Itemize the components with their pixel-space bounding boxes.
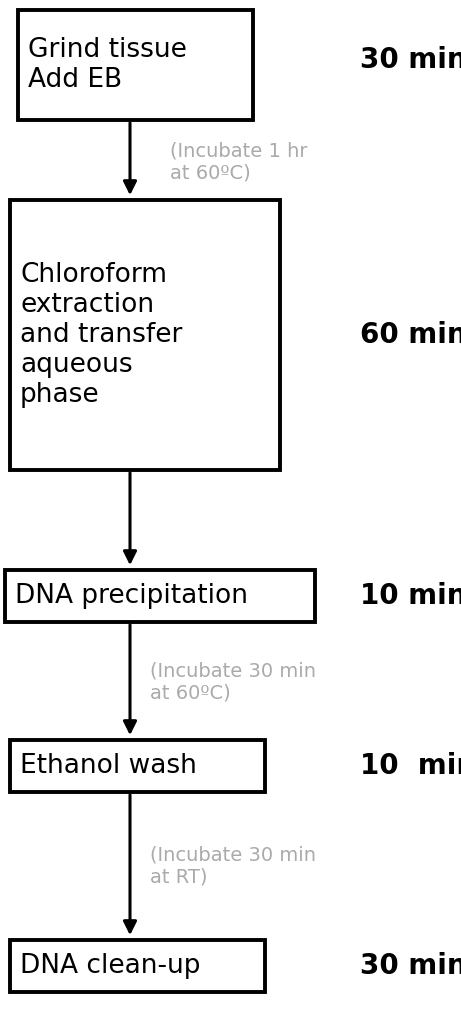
Text: (Incubate 30 min
at 60ºC): (Incubate 30 min at 60ºC) bbox=[150, 662, 316, 702]
Text: 30 min: 30 min bbox=[360, 46, 461, 74]
Text: Ethanol wash: Ethanol wash bbox=[20, 753, 197, 779]
Text: 10 min: 10 min bbox=[360, 582, 461, 610]
Text: 30 min: 30 min bbox=[360, 952, 461, 980]
Text: (Incubate 30 min
at RT): (Incubate 30 min at RT) bbox=[150, 846, 316, 887]
Text: Chloroform
extraction
and transfer
aqueous
phase: Chloroform extraction and transfer aqueo… bbox=[20, 262, 183, 408]
Bar bbox=[10, 940, 265, 992]
Text: 10  min: 10 min bbox=[360, 752, 461, 780]
Text: (Incubate 1 hr
at 60ºC): (Incubate 1 hr at 60ºC) bbox=[170, 141, 307, 182]
Bar bbox=[10, 200, 280, 470]
Text: DNA precipitation: DNA precipitation bbox=[15, 583, 248, 609]
Bar bbox=[18, 10, 253, 120]
Bar bbox=[5, 570, 315, 622]
Text: Grind tissue
Add EB: Grind tissue Add EB bbox=[28, 37, 187, 93]
Bar bbox=[10, 740, 265, 792]
Text: DNA clean-up: DNA clean-up bbox=[20, 953, 201, 979]
Text: 60 min: 60 min bbox=[360, 321, 461, 349]
